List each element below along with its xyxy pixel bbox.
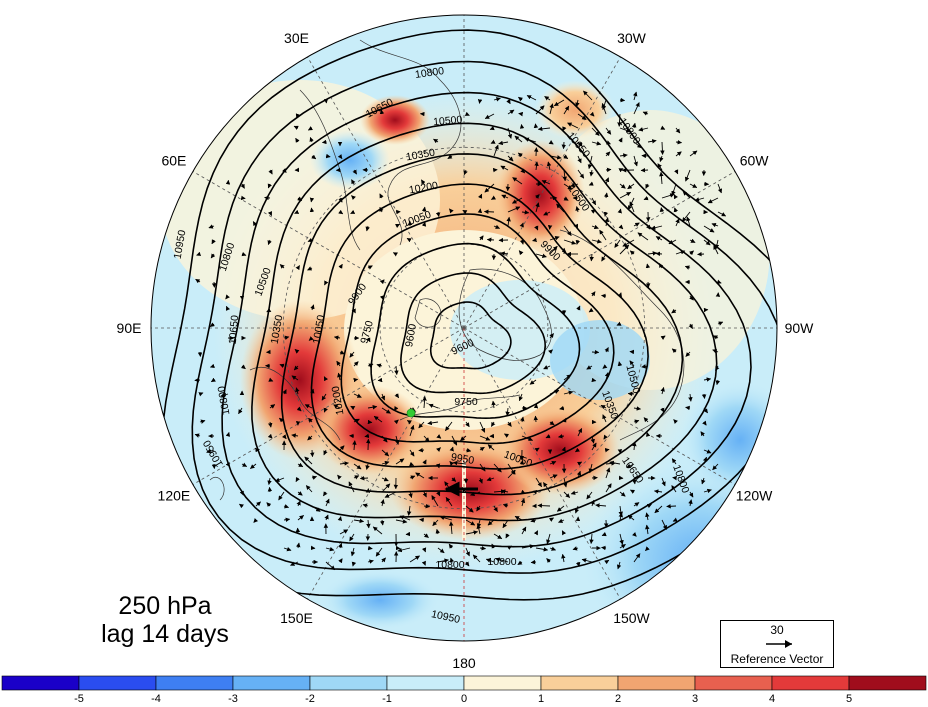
colorbar-swatch: [233, 676, 310, 690]
colorbar-tick-label: 5: [846, 693, 852, 702]
wind-vector: [620, 100, 625, 101]
longitude-label-30E: 30E: [284, 30, 309, 46]
colorbar-tick-label: -1: [382, 693, 392, 702]
colorbar-swatch: [464, 676, 541, 690]
colorbar-tick-label: 0: [461, 693, 467, 702]
longitude-label-120W: 120W: [736, 488, 773, 504]
wind-vector: [536, 404, 537, 408]
pressure-level-label: 250 hPa: [80, 592, 250, 621]
colorbar-swatch: [387, 676, 464, 690]
colorbar-swatch: [541, 676, 618, 690]
reference-vector-magnitude: 30: [721, 623, 833, 637]
wind-vector: [270, 487, 271, 492]
contour-label: 10800: [435, 559, 464, 571]
contour-label: 10800: [487, 556, 516, 568]
wind-vector: [419, 450, 424, 451]
contour-label: 10650: [227, 315, 242, 345]
wind-vector: [484, 212, 494, 213]
wind-vector: [535, 124, 536, 128]
wind-vector: [656, 254, 662, 255]
location-marker: [407, 409, 415, 417]
wind-vector: [311, 208, 312, 212]
colorbar-swatch: [310, 676, 387, 690]
longitude-label-90E: 90E: [117, 320, 142, 336]
colorbar-swatch: [849, 676, 926, 690]
colorbar-swatch: [618, 676, 695, 690]
wind-vector: [704, 394, 705, 399]
wind-vector: [420, 519, 424, 520]
wind-vector: [667, 506, 676, 507]
colorbar-tick-label: -3: [228, 693, 238, 702]
colorbar-swatch: [695, 676, 772, 690]
wind-vector: [641, 170, 648, 171]
colorbar-swatch: [2, 676, 79, 690]
wind-vector: [606, 449, 609, 450]
anomaly-shading: [151, 15, 820, 660]
colorbar-tick-label: 4: [769, 693, 775, 702]
wind-vector: [606, 169, 611, 170]
lag-label: lag 14 days: [70, 620, 260, 649]
wind-vector: [602, 547, 607, 548]
wind-vector: [322, 142, 326, 143]
wind-vector: [360, 478, 368, 479]
colorbar-swatch: [79, 676, 156, 690]
longitude-label-0: 0: [460, 0, 468, 1]
wind-vector: [519, 114, 522, 115]
colorbar-tick-label: -2: [305, 693, 315, 702]
longitude-label-60E: 60E: [161, 153, 186, 169]
longitude-label-120E: 120E: [158, 488, 191, 504]
reference-arrow-icon: [765, 640, 793, 648]
wind-vector: [662, 142, 663, 155]
longitude-label-150W: 150W: [613, 610, 650, 626]
wind-vector: [487, 240, 494, 241]
colorbar: -5 -4 -3 -2 -1 0 1 2 3 4 5: [2, 676, 926, 702]
wind-vector: [312, 450, 313, 457]
wind-vector: [564, 142, 565, 149]
wind-vector: [365, 436, 368, 437]
colorbar-swatch: [772, 676, 849, 690]
longitude-label-180: 180: [452, 655, 476, 671]
colorbar-tick-label: 2: [615, 693, 621, 702]
wind-vector: [538, 505, 550, 506]
colorbar-tick-label: -5: [74, 693, 84, 702]
wind-vector: [242, 296, 243, 300]
colorbar-swatch: [156, 676, 233, 690]
wind-vector: [698, 254, 704, 255]
wind-vector: [256, 449, 259, 450]
contour-label: 10500: [433, 114, 463, 129]
longitude-label-30W: 30W: [617, 30, 647, 46]
wind-vector: [535, 416, 536, 422]
wind-vector: [531, 562, 536, 563]
reference-vector-box: 30 Reference Vector: [720, 620, 834, 668]
longitude-label-150E: 150E: [280, 610, 313, 626]
wind-vector: [265, 198, 270, 199]
contour-label: 9750: [454, 396, 478, 408]
wind-vector: [521, 125, 522, 129]
longitude-label-60W: 60W: [740, 153, 770, 169]
longitude-label-90W: 90W: [785, 320, 815, 336]
colorbar-tick-label: -4: [151, 693, 161, 702]
wind-vector: [602, 295, 607, 296]
wind-vector: [479, 100, 480, 103]
reference-vector-label: Reference Vector: [721, 652, 833, 666]
wind-vector: [648, 282, 649, 287]
colorbar-tick-label: 1: [538, 693, 544, 702]
wind-vector: [378, 380, 382, 381]
colorbar-tick-label: 3: [692, 693, 698, 702]
